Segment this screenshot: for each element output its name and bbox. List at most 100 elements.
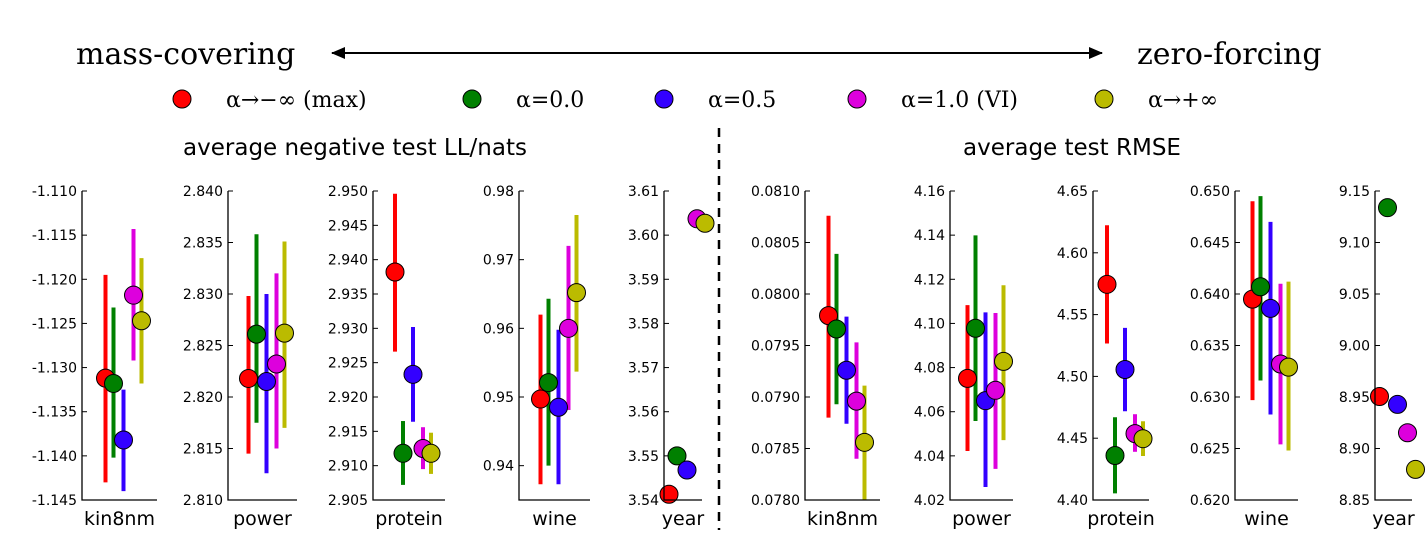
legend-marker [847,89,867,109]
y-tick-label: 2.835 [183,236,223,252]
data-point [1133,429,1153,449]
legend-label: α→−∞ (max) [226,88,367,113]
y-tick-label: 3.55 [628,449,659,465]
y-tick-label: 8.95 [1339,390,1370,406]
data-point [549,397,568,417]
y-tick-label: 0.95 [483,390,514,406]
y-tick-label: 0.0810 [751,184,800,200]
x-axis-label: kin8nm [807,508,878,530]
panel-wine-nll: 0.98 0.97 0.96 0.95 0.94 wine [483,184,590,530]
axis-spine [804,191,880,501]
y-tick-label: 2.840 [183,184,223,200]
chart-panels: -1.110 -1.115 -1.120 -1.125 -1.130 -1.135 -1.1… [32,184,1425,530]
legend-marker [1094,89,1114,109]
y-tick-label: -1.140 [32,449,77,465]
data-point [393,443,413,463]
panel-kin8nm-rmse: 0.0810 0.0805 0.0800 0.0795 0.0790 0.0785 0.07… [751,184,880,530]
x-axis-label: wine [1244,508,1289,530]
axis-spine [518,191,590,501]
data-point [124,285,143,305]
y-tick-label: 0.635 [1190,339,1230,355]
data-point [275,323,294,343]
y-tick-label: 2.915 [328,424,368,440]
x-axis-label: protein [375,508,443,530]
y-tick-label: 4.55 [1057,308,1088,324]
axis-spine [1374,191,1412,501]
x-axis-label: power [952,508,1011,530]
y-tick-label: 3.61 [628,184,659,200]
y-tick-label: 2.815 [183,442,223,458]
legend-label: α=1.0 (VI) [901,88,1018,113]
zero-forcing-label: zero-forcing [1137,37,1322,72]
data-point [1115,359,1135,379]
panel-kin8nm-nll: -1.110 -1.115 -1.120 -1.125 -1.130 -1.135 -1.1… [32,184,157,530]
data-point [1370,386,1389,406]
data-point [994,351,1013,371]
data-point [958,368,977,388]
y-tick-label: 2.810 [183,493,223,509]
data-point [403,364,423,384]
y-tick-label: 4.50 [1057,369,1088,385]
axis-spine [1234,191,1298,501]
y-tick-label: 4.16 [914,184,945,200]
data-point [1279,357,1298,377]
y-tick-label: 2.910 [328,459,368,475]
y-tick-label: 4.40 [1057,493,1088,509]
y-tick-label: 0.0790 [751,390,800,406]
y-tick-label: -1.135 [32,405,77,421]
y-tick-label: 2.830 [183,287,223,303]
data-point [847,391,866,411]
panel-wine-rmse: 0.650 0.645 0.640 0.635 0.630 0.625 0.620 wine [1190,184,1298,530]
y-tick-label: 2.945 [328,218,368,234]
data-point [1251,277,1270,297]
axis-spine [227,191,297,501]
y-tick-label: 3.60 [628,228,659,244]
y-tick-label: 0.97 [483,253,514,269]
data-point [966,318,985,338]
data-point [239,368,258,388]
x-axis-label: power [233,508,292,530]
y-tick-label: 2.905 [328,493,368,509]
y-tick-label: 4.06 [914,405,945,421]
mass-covering-label: mass-covering [76,37,295,72]
y-tick-label: 2.820 [183,390,223,406]
data-point [531,389,550,409]
panel-power-rmse: 4.16 4.14 4.12 4.10 4.08 4.06 4.04 4.02 power [914,184,1013,530]
y-tick-label: 4.12 [914,272,945,288]
data-point [1097,274,1117,294]
y-tick-label: 9.15 [1339,184,1370,200]
y-tick-label: 4.14 [914,228,945,244]
axis-spine [663,191,702,501]
y-tick-label: 9.10 [1339,236,1370,252]
group-title-nll: average negative test LL/nats [183,135,527,161]
y-tick-label: -1.110 [32,184,77,200]
x-axis-label: kin8nm [84,508,155,530]
y-tick-label: 3.58 [628,316,659,332]
group-title-rmse: average test RMSE [963,135,1181,161]
y-tick-label: 8.85 [1339,493,1370,509]
y-tick-label: -1.130 [32,361,77,377]
data-point [421,443,441,463]
data-point [695,213,715,233]
y-tick-label: -1.125 [32,316,77,332]
data-point [1406,459,1425,479]
y-tick-label: 0.645 [1190,236,1230,252]
y-tick-label: 0.0805 [751,236,800,252]
data-point [1105,446,1125,466]
legend: α→−∞ (max) α=0.0 α=0.5 α=1.0 (VI) α→+∞ [172,88,1218,113]
data-point [539,373,558,393]
data-point [247,324,266,344]
y-tick-label: 0.0800 [751,287,800,303]
data-point [1398,423,1417,443]
x-axis-label: wine [532,508,577,530]
panel-protein-nll: 2.950 2.945 2.940 2.935 2.930 2.925 2.920 2.915… [328,184,445,530]
data-point [104,373,123,393]
y-tick-label: 9.00 [1339,339,1370,355]
y-tick-label: 2.925 [328,356,368,372]
axis-spine [81,191,157,501]
legend-label: α→+∞ [1148,88,1218,113]
y-tick-label: 0.94 [483,459,514,475]
y-tick-label: 2.940 [328,253,368,269]
